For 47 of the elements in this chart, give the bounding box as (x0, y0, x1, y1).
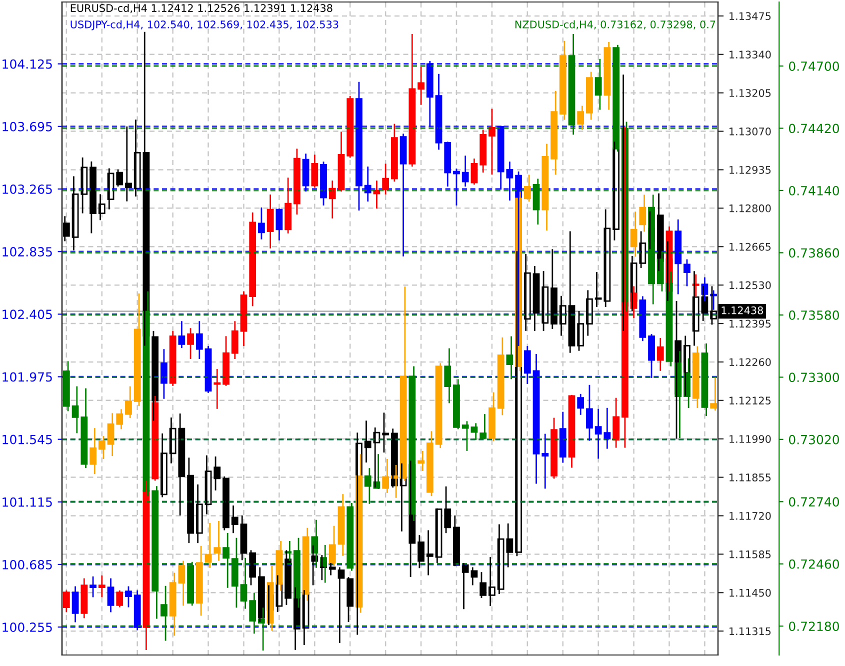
y-tick-label: 1.12260 (730, 358, 771, 366)
y-tick-label: 1.11585 (730, 550, 771, 558)
annotation: EURUSD-cd,H4 1.12412 1.12526 1.12391 1.12438 (70, 4, 332, 14)
y2-tick-label: 101.975 (2, 372, 52, 382)
y-tick-label: 1.12800 (730, 204, 771, 212)
y3-tick-label: 0.73300 (788, 372, 839, 382)
y2-tick-label: 102.835 (2, 247, 52, 257)
candlestick (418, 66, 424, 106)
y-tick-label: 1.12395 (730, 320, 771, 328)
y3-tick-label: 0.72740 (788, 497, 839, 507)
y2-tick-label: 101.115 (2, 497, 52, 507)
y2-tick-label: 103.265 (2, 184, 52, 194)
candlestick (90, 576, 96, 598)
annotation: NZDUSD-cd,H4, 0.73162, 0.73298, 0.7 (515, 20, 716, 30)
ref-line-label: 1.12438 (722, 306, 763, 314)
y-tick-label: 1.11990 (730, 435, 771, 443)
y-tick-label: 1.11855 (730, 474, 771, 482)
y-tick-label: 1.13475 (730, 12, 771, 20)
y-tick-label: 1.11450 (730, 588, 771, 597)
y3-tick-label: 0.74420 (788, 124, 839, 134)
y2-tick-label: 100.685 (2, 560, 52, 570)
y-tick-label: 1.13340 (730, 50, 771, 59)
y-tick-label: 1.13070 (730, 128, 771, 136)
y2-tick-label: 100.255 (2, 622, 52, 632)
y3-tick-label: 0.74140 (788, 186, 839, 196)
y2-tick-label: 101.545 (2, 434, 52, 444)
y-tick-label: 1.13205 (730, 89, 771, 97)
y3-tick-label: 0.72460 (788, 559, 839, 569)
y3-tick-label: 0.72180 (788, 622, 839, 632)
y3-tick-label: 0.73020 (788, 434, 839, 444)
y2-tick-label: 104.125 (2, 59, 52, 69)
candlestick (187, 327, 194, 360)
y-tick-label: 1.12665 (730, 242, 771, 251)
y2-tick-label: 103.695 (2, 122, 52, 132)
candlestick (684, 258, 690, 287)
y3-tick-label: 0.73580 (788, 310, 839, 320)
y-tick-label: 1.11315 (730, 627, 771, 636)
annotation: USDJPY-cd,H4, 102.540, 102.569, 102.435, 102.533 (70, 20, 338, 30)
y-tick-label: 1.12935 (730, 166, 771, 174)
candlestick (125, 586, 132, 608)
y-tick-label: 1.12125 (730, 396, 771, 405)
y2-tick-label: 102.405 (2, 310, 52, 320)
candlestick (426, 530, 434, 576)
y-tick-label: 1.12530 (730, 281, 771, 290)
y3-tick-label: 0.73860 (788, 248, 839, 258)
y3-tick-label: 0.74700 (788, 61, 839, 71)
y-tick-label: 1.11720 (730, 512, 771, 520)
